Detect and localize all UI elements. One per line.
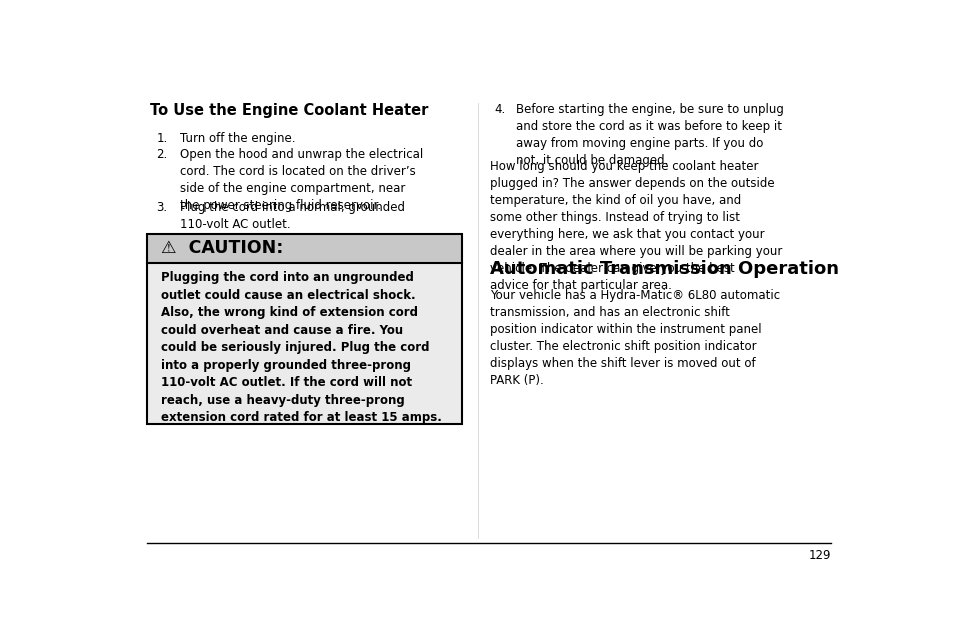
Text: Before starting the engine, be sure to unplug
and store the cord as it was befor: Before starting the engine, be sure to u… xyxy=(515,103,782,167)
Text: 2.: 2. xyxy=(156,148,168,161)
Text: Turn off the engine.: Turn off the engine. xyxy=(180,132,295,144)
Text: How long should you keep the coolant heater
plugged in? The answer depends on th: How long should you keep the coolant hea… xyxy=(490,160,782,291)
Text: 1.: 1. xyxy=(156,132,168,144)
Text: 4.: 4. xyxy=(494,103,505,116)
Text: Automatic Transmission Operation: Automatic Transmission Operation xyxy=(490,260,839,278)
FancyBboxPatch shape xyxy=(147,234,461,263)
FancyBboxPatch shape xyxy=(147,263,461,424)
Text: Your vehicle has a Hydra-Matic® 6L80 automatic
transmission, and has an electron: Your vehicle has a Hydra-Matic® 6L80 aut… xyxy=(490,289,780,387)
Text: 129: 129 xyxy=(808,549,830,562)
Text: Plugging the cord into an ungrounded
outlet could cause an electrical shock.
Als: Plugging the cord into an ungrounded out… xyxy=(160,271,441,424)
Text: Plug the cord into a normal, grounded
110-volt AC outlet.: Plug the cord into a normal, grounded 11… xyxy=(180,201,404,231)
Text: Open the hood and unwrap the electrical
cord. The cord is located on the driver’: Open the hood and unwrap the electrical … xyxy=(180,148,423,212)
Text: 3.: 3. xyxy=(156,201,167,214)
Text: ⚠  CAUTION:: ⚠ CAUTION: xyxy=(160,239,283,257)
Text: To Use the Engine Coolant Heater: To Use the Engine Coolant Heater xyxy=(151,103,428,118)
